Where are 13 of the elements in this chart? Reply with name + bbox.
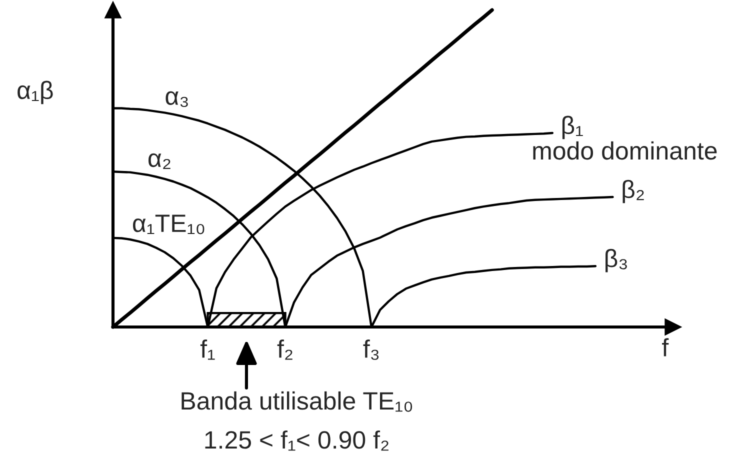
- text: Banda utilisable TE₁₀: [182, 391, 412, 412]
- text: 1.25 < f₁< 0.90 f₂: [205, 430, 388, 451]
- x-tick-label: f₁: [200, 340, 215, 360]
- y-axis-title: α₁β: [18, 80, 53, 104]
- x-tick-label: f₂: [277, 340, 292, 360]
- x-axis-title: f: [662, 338, 669, 356]
- x-tick-label: f₃: [363, 340, 379, 360]
- series-label: β₁ modo dominante: [533, 116, 717, 160]
- series-label: α₃: [166, 91, 188, 108]
- series-label: β₃: [606, 248, 627, 272]
- series-label: α₂: [148, 153, 170, 170]
- series-label: α₁TE₁₀: [133, 214, 204, 234]
- series-label: β₂: [622, 180, 644, 204]
